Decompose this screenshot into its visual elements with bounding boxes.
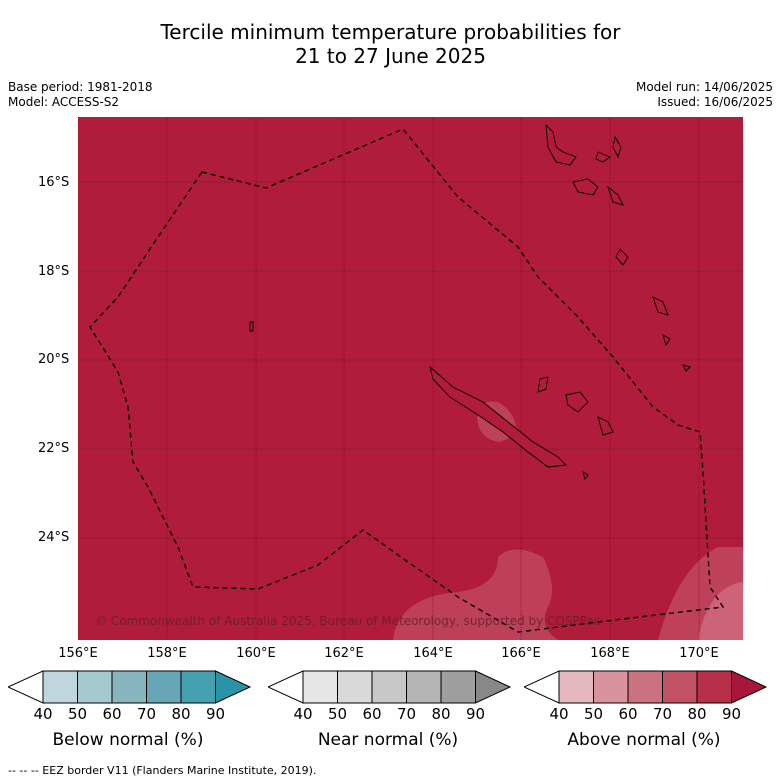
- small-island-3: [682, 364, 691, 372]
- copyright-credit: © Commonwealth of Australia 2025, Bureau…: [95, 614, 601, 628]
- new-caledonia-island: [429, 365, 567, 468]
- tick-above-60: 60: [618, 705, 638, 723]
- vanuatu-island-3: [595, 151, 611, 163]
- tick-near-60: 60: [362, 705, 382, 723]
- issued-date: Issued: 16/06/2025: [657, 95, 773, 109]
- tick-below-70: 70: [136, 705, 157, 723]
- tick-below-90: 90: [205, 705, 226, 723]
- lat-label-16s: 16°S: [38, 175, 70, 190]
- cbar-near-seg-5: [440, 670, 476, 704]
- colorbar-below: [8, 670, 252, 704]
- cbar-below-seg-3: [111, 670, 147, 704]
- lon-label-166e: 166°E: [501, 646, 541, 661]
- meta-left: Base period: 1981-2018 Model: ACCESS-S2: [8, 80, 153, 110]
- tick-near-40: 40: [293, 705, 313, 723]
- title-line-2: 21 to 27 June 2025: [295, 44, 486, 68]
- model-run: Model run: 14/06/2025: [635, 80, 773, 94]
- lon-label-170e: 170°E: [679, 646, 719, 661]
- cbar-above-seg-4: [662, 670, 698, 704]
- cbar-above-seg-2: [593, 670, 629, 704]
- tick-above-90: 90: [721, 705, 742, 723]
- lon-label-164e: 164°E: [413, 646, 453, 661]
- lon-label-162e: 162°E: [324, 646, 364, 661]
- lat-label-20s: 20°S: [38, 352, 70, 367]
- colorbar-near: [268, 670, 512, 704]
- cbar-above-seg-6: [731, 670, 768, 704]
- base-period: Base period: 1981-2018: [8, 80, 153, 94]
- map-title: Tercile minimum temperature probabilitie…: [0, 20, 781, 68]
- tick-near-80: 80: [431, 705, 451, 723]
- tick-near-50: 50: [327, 705, 348, 723]
- cbar-near-seg-1: [302, 670, 338, 704]
- lat-label-22s: 22°S: [38, 441, 70, 456]
- cbar-near-seg-2: [337, 670, 373, 704]
- cbar-below-seg-1: [42, 670, 78, 704]
- loyalty-island-2: [565, 391, 589, 413]
- cbar-above-seg-5: [696, 670, 732, 704]
- cbar-below-seg-0: [8, 670, 44, 704]
- meta-right: Model run: 14/06/2025 Issued: 16/06/2025: [636, 80, 773, 110]
- loyalty-island-3: [597, 416, 614, 436]
- cbar-below-seg-2: [77, 670, 113, 704]
- tick-near-70: 70: [396, 705, 417, 723]
- map-area: [78, 117, 743, 640]
- cbar-below-seg-6: [215, 670, 252, 704]
- tick-below-60: 60: [102, 705, 122, 723]
- patch-south-1: [393, 549, 558, 640]
- lon-label-160e: 160°E: [236, 646, 276, 661]
- model-name: Model: ACCESS-S2: [8, 95, 120, 109]
- small-island-2: [249, 321, 254, 332]
- cbar-below-seg-5: [180, 670, 216, 704]
- tick-above-80: 80: [687, 705, 707, 723]
- small-island-1: [582, 471, 589, 480]
- patch-south-3: [698, 582, 743, 640]
- cbar-near-seg-4: [406, 670, 442, 704]
- vanuatu-island-6: [615, 248, 629, 266]
- lon-label-168e: 168°E: [590, 646, 630, 661]
- colorbar-above-label: Above normal (%): [567, 730, 721, 750]
- tick-near-90: 90: [465, 705, 486, 723]
- colorbar-above: [524, 670, 768, 704]
- lon-label-158e: 158°E: [147, 646, 187, 661]
- cbar-above-seg-3: [627, 670, 663, 704]
- vanuatu-island-1: [545, 123, 577, 166]
- lon-label-156e: 156°E: [58, 646, 98, 661]
- vanuatu-island-5: [607, 185, 624, 206]
- graticule: [78, 117, 743, 640]
- tick-below-50: 50: [67, 705, 88, 723]
- vanuatu-island-7: [652, 296, 669, 316]
- tick-above-50: 50: [583, 705, 604, 723]
- cbar-above-seg-0: [524, 670, 560, 704]
- cbar-below-seg-4: [146, 670, 182, 704]
- tick-below-80: 80: [171, 705, 191, 723]
- loyalty-island-1: [537, 376, 549, 393]
- lat-label-24s: 24°S: [38, 530, 70, 545]
- eez-border: [89, 128, 725, 633]
- vanuatu-island-4: [612, 135, 622, 159]
- map-canvas: [78, 117, 743, 640]
- tick-above-40: 40: [549, 705, 569, 723]
- cbar-above-seg-1: [558, 670, 594, 704]
- cbar-near-seg-3: [371, 670, 407, 704]
- title-line-1: Tercile minimum temperature probabilitie…: [160, 20, 621, 44]
- tick-below-40: 40: [33, 705, 53, 723]
- vanuatu-island-8: [662, 334, 671, 347]
- islands: [249, 123, 691, 480]
- tick-above-70: 70: [652, 705, 673, 723]
- colorbar-near-label: Near normal (%): [317, 730, 459, 750]
- vanuatu-island-2: [572, 178, 599, 196]
- colorbar-below-label: Below normal (%): [52, 730, 204, 750]
- eez-legend-footer: -- -- -- EEZ border V11 (Flanders Marine…: [8, 764, 317, 777]
- lat-label-18s: 18°S: [38, 264, 70, 279]
- cbar-near-seg-0: [268, 670, 304, 704]
- cbar-near-seg-6: [475, 670, 512, 704]
